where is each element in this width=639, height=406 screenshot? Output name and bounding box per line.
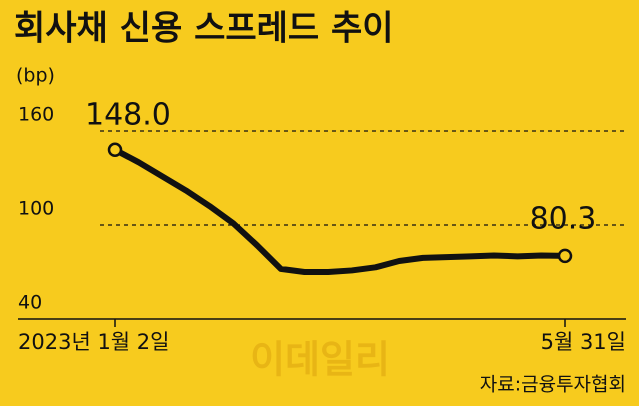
unit-label: (bp) bbox=[16, 65, 55, 87]
source: 자료:금융투자협회 bbox=[480, 374, 626, 396]
watermark: 이데일리 bbox=[250, 338, 390, 382]
y-tick-label: 100 bbox=[18, 198, 54, 220]
end-marker bbox=[557, 248, 573, 264]
y-tick-label: 40 bbox=[18, 292, 42, 314]
chart-title: 회사채 신용 스프레드 추이 bbox=[14, 9, 394, 49]
value-label: 80.3 bbox=[530, 201, 597, 236]
end-marker bbox=[107, 142, 123, 158]
value-label: 148.0 bbox=[85, 97, 171, 132]
y-tick-label: 160 bbox=[18, 104, 54, 126]
data-line bbox=[112, 146, 568, 275]
x-tick-label: 5월 31일 bbox=[541, 330, 626, 354]
x-tick-label: 2023년 1월 2일 bbox=[18, 330, 169, 354]
